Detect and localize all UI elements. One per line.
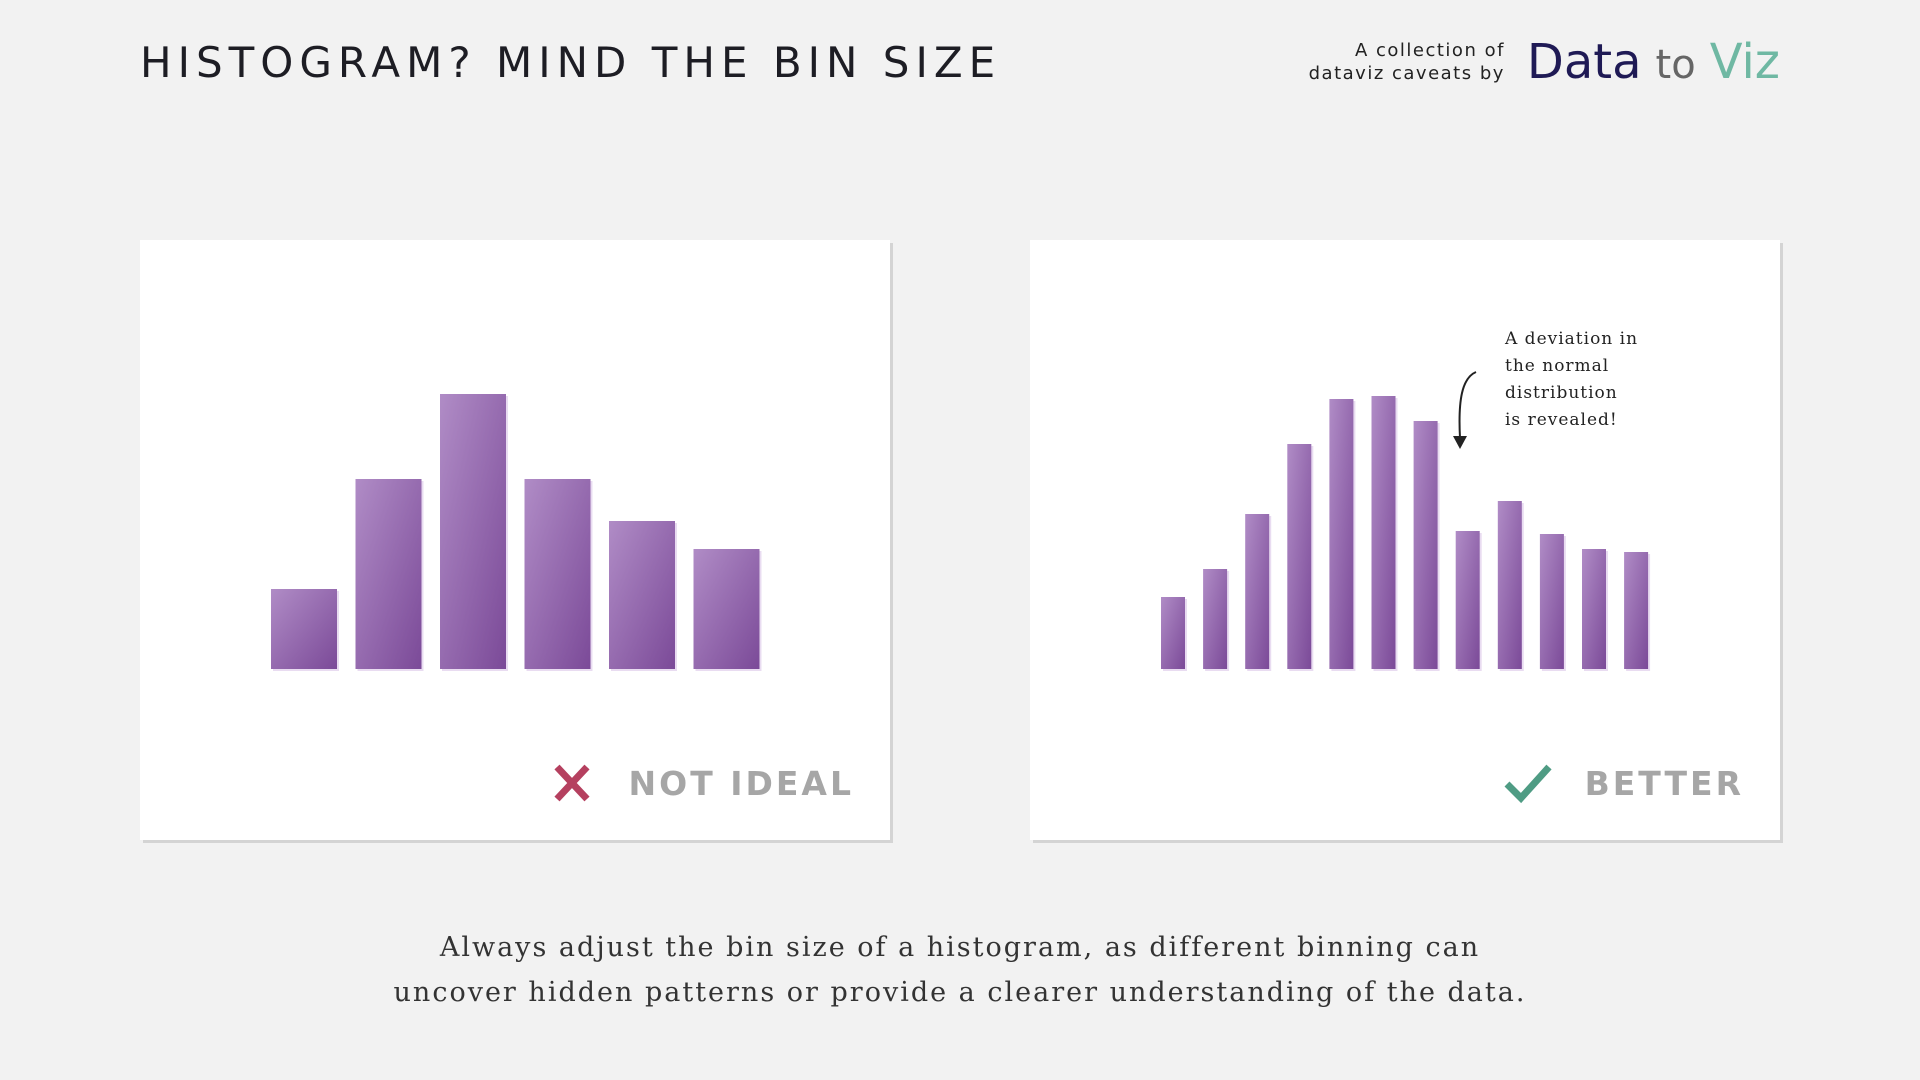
histogram-bar: [1287, 444, 1312, 669]
brand-caption-line1: A collection of: [1354, 40, 1505, 61]
histogram-bar: [1203, 569, 1228, 669]
annotation-arrow-icon: [1453, 371, 1477, 449]
footer-note: Always adjust the bin size of a histogra…: [0, 925, 1920, 1015]
not-ideal-label: NOT IDEAL: [628, 763, 854, 803]
annotation-line: distribution: [1505, 383, 1618, 403]
better-panel: A deviation in the normal distribution i…: [1030, 240, 1780, 840]
histogram-bar: [1539, 534, 1564, 669]
better-label: BETTER: [1584, 763, 1744, 803]
brand-caption-line2: dataviz caveats by: [1308, 63, 1505, 84]
histogram-bar: [524, 479, 591, 669]
footer-line2: uncover hidden patterns or provide a cle…: [393, 977, 1527, 1008]
histogram-bar: [271, 589, 337, 669]
annotation-line: is revealed!: [1505, 410, 1618, 430]
histogram-bar: [1413, 421, 1438, 669]
histogram-bar: [1245, 514, 1270, 669]
brand-block: A collection of dataviz caveats by Data t…: [1309, 34, 1780, 90]
histogram-bar: [1161, 597, 1185, 669]
checkmark-icon: [1504, 764, 1552, 804]
not-ideal-panel: NOT IDEAL: [140, 240, 890, 840]
annotation-line: the normal: [1505, 356, 1610, 376]
histogram-bar: [1371, 396, 1396, 669]
brand-caption: A collection of dataviz caveats by: [1309, 39, 1505, 85]
better-verdict: BETTER: [1503, 762, 1744, 804]
histogram-bar: [1329, 399, 1354, 669]
histogram-bar: [1497, 501, 1522, 669]
histogram-bar: [355, 479, 422, 669]
brand-logo[interactable]: Data to Viz: [1527, 34, 1780, 90]
footer-line1: Always adjust the bin size of a histogra…: [439, 932, 1481, 963]
histogram-bar: [609, 521, 675, 669]
deviation-annotation: A deviation in the normal distribution i…: [1505, 326, 1705, 434]
logo-data-text: Data: [1526, 34, 1642, 90]
x-icon: [553, 764, 590, 802]
histogram-bar: [693, 549, 760, 669]
histogram-bar: [1624, 552, 1649, 669]
fine-histogram-chart: [1161, 396, 1651, 671]
histogram-bar: [440, 394, 506, 669]
coarse-histogram-chart: [271, 394, 762, 671]
not-ideal-verdict: NOT IDEAL: [547, 762, 854, 804]
logo-viz-text: Viz: [1709, 34, 1780, 90]
histogram-bar: [1582, 549, 1606, 669]
histogram-bar: [1455, 531, 1480, 669]
logo-to-text: to: [1655, 42, 1696, 88]
page-title: HISTOGRAM? MIND THE BIN SIZE: [140, 38, 1002, 87]
annotation-line: A deviation in: [1505, 329, 1639, 349]
